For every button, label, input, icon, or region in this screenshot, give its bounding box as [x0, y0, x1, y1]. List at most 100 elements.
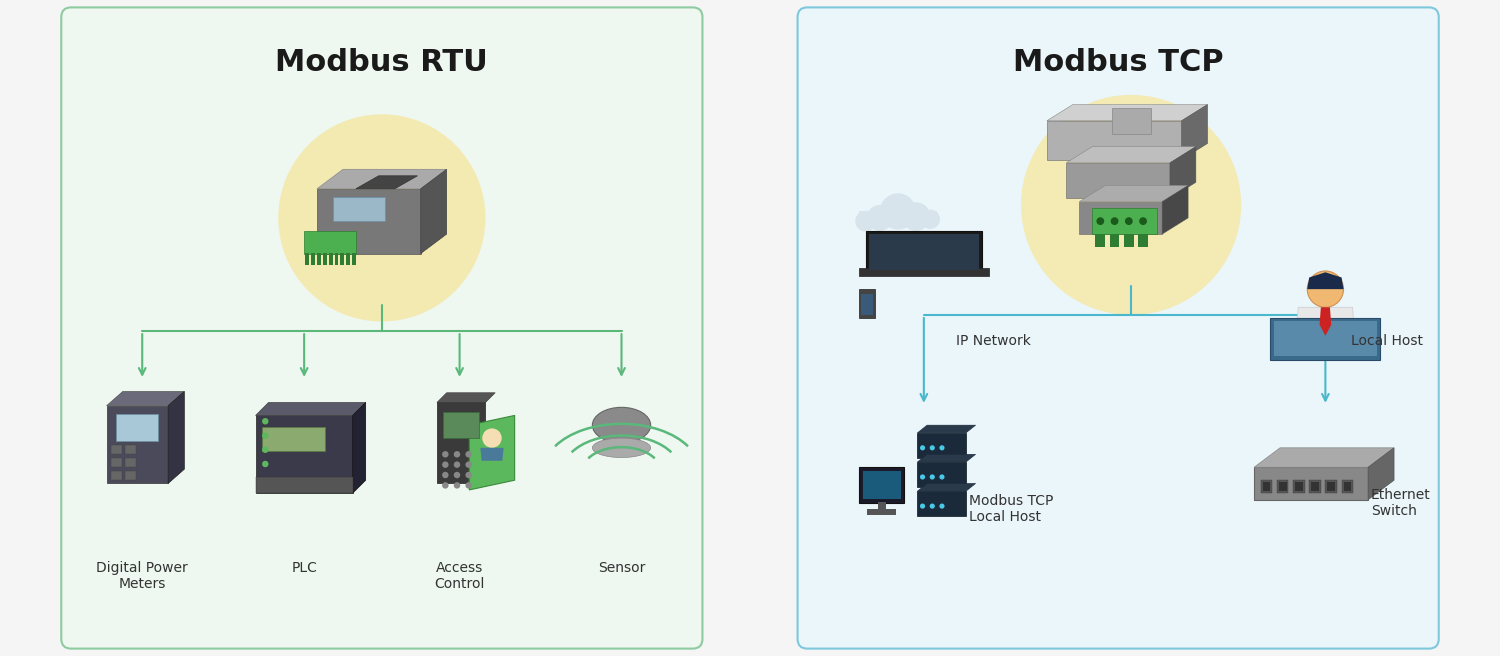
Bar — [1280, 482, 1287, 491]
Circle shape — [930, 504, 934, 508]
FancyBboxPatch shape — [798, 7, 1438, 649]
Polygon shape — [1080, 201, 1162, 234]
Polygon shape — [1308, 272, 1344, 289]
Text: PLC: PLC — [291, 561, 316, 575]
Circle shape — [921, 209, 940, 229]
Circle shape — [262, 432, 268, 439]
Polygon shape — [480, 448, 504, 461]
Polygon shape — [1320, 307, 1330, 336]
Circle shape — [1308, 271, 1344, 307]
Text: Digital Power
Meters: Digital Power Meters — [96, 561, 188, 591]
Polygon shape — [436, 403, 486, 483]
Polygon shape — [352, 403, 366, 493]
Polygon shape — [1170, 147, 1196, 199]
Polygon shape — [106, 405, 168, 483]
Bar — [1293, 480, 1305, 493]
Polygon shape — [1368, 448, 1394, 500]
Circle shape — [262, 418, 268, 424]
Bar — [316, 253, 321, 264]
Bar — [878, 502, 885, 510]
Text: Sensor: Sensor — [598, 561, 645, 575]
Circle shape — [1110, 217, 1119, 225]
Bar — [1276, 480, 1288, 493]
Polygon shape — [918, 483, 975, 491]
Circle shape — [465, 461, 472, 468]
Polygon shape — [304, 231, 355, 253]
Bar — [1310, 480, 1322, 493]
Ellipse shape — [592, 407, 651, 443]
Circle shape — [454, 461, 460, 468]
Bar — [1112, 108, 1150, 134]
Bar — [1263, 482, 1270, 491]
Polygon shape — [1080, 186, 1188, 201]
Polygon shape — [168, 392, 184, 483]
Bar — [1274, 321, 1377, 356]
Circle shape — [939, 504, 945, 508]
Circle shape — [902, 202, 930, 231]
Circle shape — [442, 461, 448, 468]
Polygon shape — [255, 403, 366, 415]
Polygon shape — [1182, 104, 1208, 159]
Circle shape — [867, 205, 892, 231]
Bar — [333, 197, 386, 221]
Polygon shape — [1047, 104, 1208, 121]
Text: Local Host: Local Host — [1352, 334, 1424, 348]
Bar — [306, 253, 309, 264]
Polygon shape — [1296, 307, 1354, 338]
Bar — [1294, 482, 1302, 491]
Ellipse shape — [592, 438, 651, 457]
Polygon shape — [1162, 186, 1188, 234]
Bar — [352, 253, 356, 264]
Polygon shape — [1047, 121, 1182, 159]
Circle shape — [1138, 217, 1148, 225]
Polygon shape — [420, 169, 447, 253]
Bar — [312, 253, 315, 264]
Polygon shape — [1254, 467, 1368, 500]
Bar — [859, 289, 876, 318]
Bar — [111, 445, 122, 455]
Circle shape — [1096, 217, 1104, 225]
Bar — [1124, 234, 1134, 247]
Polygon shape — [356, 176, 417, 189]
Bar — [334, 253, 339, 264]
Bar — [322, 253, 327, 264]
Bar — [126, 471, 136, 480]
Text: Modbus RTU: Modbus RTU — [276, 48, 488, 77]
Circle shape — [262, 447, 268, 453]
Circle shape — [930, 445, 934, 451]
Bar — [255, 477, 352, 493]
Bar — [262, 427, 326, 451]
Circle shape — [930, 474, 934, 480]
Bar — [1341, 480, 1353, 493]
Polygon shape — [106, 392, 184, 405]
Bar — [862, 471, 900, 499]
Polygon shape — [918, 425, 975, 433]
Bar — [1344, 482, 1352, 491]
Polygon shape — [1066, 147, 1196, 163]
Circle shape — [442, 482, 448, 489]
Bar — [126, 445, 136, 455]
Circle shape — [454, 472, 460, 478]
Circle shape — [920, 445, 926, 451]
Polygon shape — [1092, 208, 1156, 234]
Circle shape — [1022, 95, 1240, 315]
Polygon shape — [918, 433, 966, 457]
Bar — [111, 458, 122, 467]
Polygon shape — [859, 268, 988, 276]
Text: IP Network: IP Network — [956, 334, 1030, 348]
Circle shape — [454, 482, 460, 489]
Circle shape — [483, 428, 501, 448]
Bar — [111, 471, 122, 480]
Bar — [340, 253, 345, 264]
Circle shape — [262, 461, 268, 467]
Circle shape — [939, 445, 945, 451]
Bar — [117, 414, 159, 441]
Bar — [859, 467, 904, 503]
Bar — [1311, 482, 1318, 491]
Circle shape — [1125, 217, 1132, 225]
Bar — [1328, 482, 1335, 491]
Circle shape — [454, 451, 460, 457]
Bar — [1110, 234, 1119, 247]
Circle shape — [442, 451, 448, 457]
Circle shape — [465, 451, 472, 457]
